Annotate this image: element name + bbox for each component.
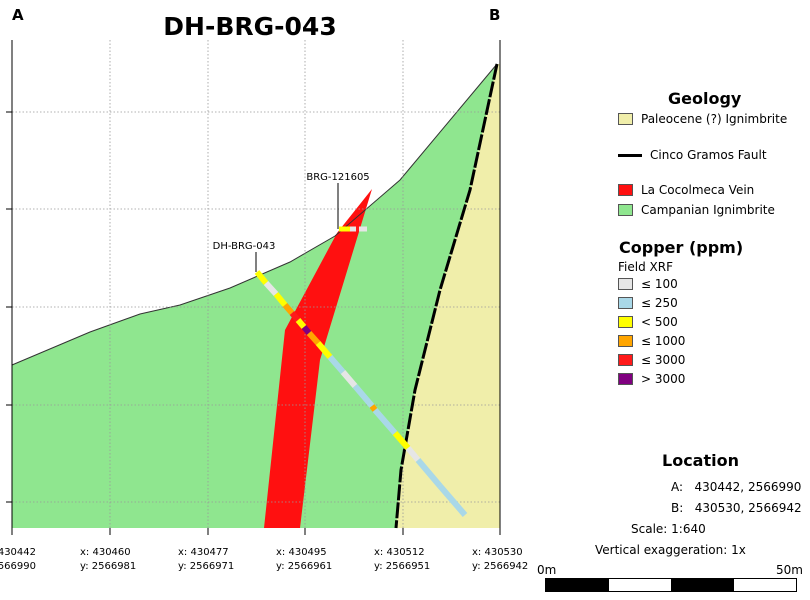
- geology-legend-title: Geology: [668, 89, 742, 108]
- map-frame: [11, 40, 501, 528]
- legend-item-paleocene-ignimbrite: Paleocene (?) Ignimbrite: [618, 112, 787, 126]
- cu-swatch: [618, 354, 633, 366]
- grid-lines: [12, 40, 500, 528]
- location-b: B: 430530, 2566942: [671, 501, 802, 515]
- cu-swatch: [618, 297, 633, 309]
- legend-item-cu-le-100: ≤ 100: [618, 277, 678, 291]
- section-end-label: B: [489, 6, 501, 24]
- topographic-surface: [11, 63, 498, 366]
- legend-item-cu-le-1000: ≤ 1000: [618, 334, 685, 348]
- axis-tick-label: x: 430495 y: 2566961: [276, 547, 333, 572]
- legend-item-cu-gt-3000: > 3000: [618, 372, 685, 386]
- legend-item-label: ≤ 100: [641, 277, 678, 291]
- scale-bar-end-label: 50m: [776, 563, 803, 577]
- legend-item-cu-lt-500: < 500: [618, 315, 678, 329]
- dh-brg-043-label: DH-BRG-043: [213, 241, 276, 252]
- scale-bar-start-label: 0m: [537, 563, 557, 577]
- paleocene-swatch: [618, 113, 633, 125]
- legend-item-label: Campanian Ignimbrite: [641, 203, 775, 217]
- legend-item-la-cocolmeca-vein: La Cocolmeca Vein: [618, 183, 754, 197]
- brg-121605-label: BRG-121605: [306, 172, 369, 183]
- scale-text: Scale: 1:640: [631, 522, 706, 536]
- cu-swatch: [618, 335, 633, 347]
- fault-line-swatch: [618, 153, 642, 157]
- legend-item-label: La Cocolmeca Vein: [641, 183, 755, 197]
- axis-tick-label: x: 430512 y: 2566951: [374, 547, 431, 572]
- cu-swatch: [618, 316, 633, 328]
- drillhole-dh-brg-043-trace: [254, 270, 468, 517]
- legend-item-label: > 3000: [641, 372, 686, 386]
- cu-swatch: [618, 373, 633, 385]
- la-cocolmeca-vein: [264, 189, 372, 528]
- cu-swatch: [618, 278, 633, 290]
- vein-swatch: [618, 184, 633, 196]
- legend-item-label: ≤ 3000: [641, 353, 686, 367]
- frame-ticks: [6, 111, 501, 535]
- legend-item-label: ≤ 250: [641, 296, 678, 310]
- legend-item-label: Cinco Gramos Fault: [650, 148, 767, 162]
- legend-item-cu-le-3000: ≤ 3000: [618, 353, 685, 367]
- axis-tick-label: x: 430460 y: 2566981: [80, 547, 137, 572]
- copper-legend-subtitle: Field XRF: [618, 260, 673, 274]
- legend-item-label: Paleocene (?) Ignimbrite: [641, 112, 788, 126]
- map-title: DH-BRG-043: [163, 12, 337, 41]
- legend-item-campanian-ignimbrite: Campanian Ignimbrite: [618, 203, 775, 217]
- location-a: A: 430442, 2566990: [671, 480, 802, 494]
- vertical-exaggeration-text: Vertical exaggeration: 1x: [595, 543, 746, 557]
- copper-legend-title: Copper (ppm): [619, 238, 744, 257]
- location-title: Location: [662, 451, 739, 470]
- legend-item-label: < 500: [641, 315, 678, 329]
- scale-bar: [545, 578, 797, 592]
- campanian-swatch: [618, 204, 633, 216]
- axis-tick-label: x: 430442y: 2566990: [0, 547, 36, 572]
- cinco-gramos-fault: [394, 63, 499, 529]
- axis-tick-label: x: 430477 y: 2566971: [178, 547, 235, 572]
- legend-item-label: ≤ 1000: [641, 334, 686, 348]
- axis-tick-label: x: 430530 y: 2566942: [472, 547, 529, 572]
- legend-item-cinco-gramos-fault: Cinco Gramos Fault: [618, 148, 767, 162]
- legend-item-cu-le-250: ≤ 250: [618, 296, 678, 310]
- section-start-label: A: [12, 6, 24, 24]
- paleocene-ignimbrite-unit: [396, 64, 500, 528]
